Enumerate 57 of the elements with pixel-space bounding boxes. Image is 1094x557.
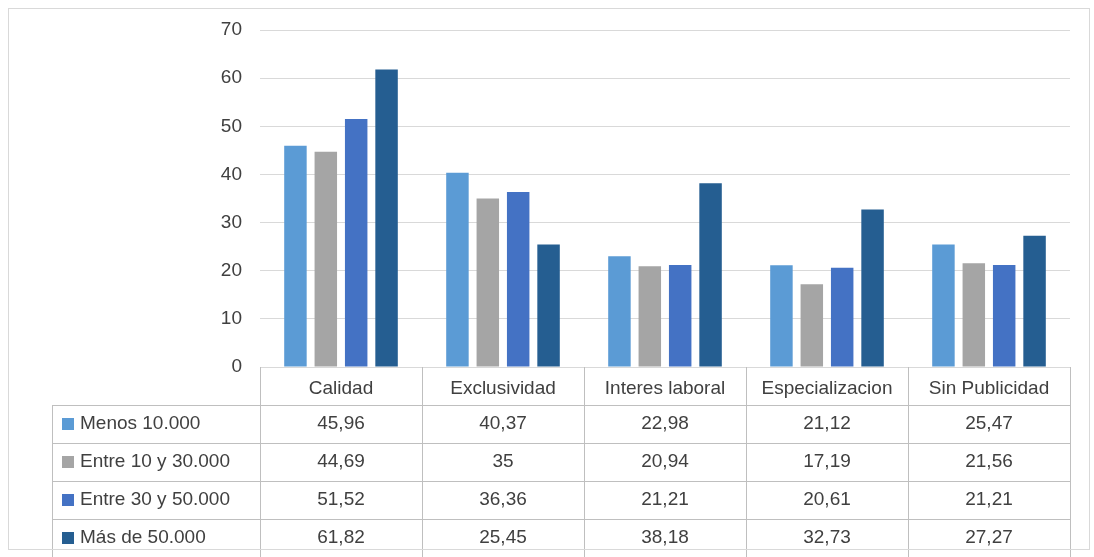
- bar: [638, 266, 662, 367]
- bar: [830, 267, 854, 367]
- y-tick-label: 60: [220, 66, 242, 88]
- data-label: 44,69: [317, 450, 365, 472]
- bar: [861, 209, 884, 367]
- data-label: 21,21: [641, 488, 689, 510]
- y-tick-label: 70: [220, 18, 242, 40]
- data-label: 21,21: [965, 488, 1013, 510]
- bar: [284, 145, 307, 367]
- bar: [932, 244, 955, 367]
- y-tick-label: 30: [220, 210, 242, 232]
- data-label: 32,73: [803, 526, 851, 548]
- y-tick-label: 50: [220, 114, 242, 136]
- bar: [1023, 235, 1046, 367]
- legend-label: Menos 10.000: [80, 412, 201, 434]
- bar: [962, 263, 986, 367]
- bar: [506, 191, 530, 367]
- legend-label: Entre 10 y 30.000: [80, 450, 230, 472]
- bar: [446, 172, 469, 367]
- bar: [375, 69, 398, 367]
- data-label: 22,98: [641, 412, 689, 434]
- data-label: 35: [492, 450, 514, 472]
- bar: [608, 256, 631, 367]
- x-tick-label: Calidad: [308, 376, 374, 398]
- data-label: 21,56: [965, 450, 1013, 472]
- y-tick-label: 40: [220, 162, 242, 184]
- data-label: 45,96: [317, 412, 365, 434]
- data-label: 27,27: [965, 526, 1013, 548]
- bar: [668, 264, 692, 367]
- data-label: 51,52: [317, 488, 365, 510]
- data-label: 61,82: [317, 526, 365, 548]
- bar: [314, 151, 338, 367]
- data-label: 38,18: [641, 526, 689, 548]
- bar: [699, 183, 722, 367]
- data-label: 20,61: [803, 488, 851, 510]
- x-tick-label: Exclusividad: [450, 376, 556, 398]
- data-label: 17,19: [803, 450, 851, 472]
- data-label: 36,36: [479, 488, 527, 510]
- data-label: 25,47: [965, 412, 1013, 434]
- y-tick-label: 0: [231, 355, 242, 377]
- y-tick-label: 20: [220, 258, 242, 280]
- bar: [800, 284, 824, 367]
- y-tick-label: 10: [220, 307, 242, 329]
- bar: [770, 265, 793, 367]
- bar: [537, 244, 560, 367]
- bar: [992, 264, 1016, 367]
- x-tick-label: Interes laboral: [604, 376, 726, 398]
- x-tick-label: Especializacion: [761, 376, 893, 398]
- legend-label: Entre 30 y 50.000: [80, 488, 230, 510]
- data-label: 20,94: [641, 450, 690, 472]
- legend-label: Más de 50.000: [80, 526, 206, 548]
- x-tick-label: Sin Publicidad: [928, 376, 1050, 398]
- data-label: 21,12: [803, 412, 851, 434]
- data-label: 25,45: [479, 526, 527, 548]
- bar: [476, 198, 500, 367]
- data-label: 40,37: [479, 412, 527, 434]
- bar: [344, 118, 368, 367]
